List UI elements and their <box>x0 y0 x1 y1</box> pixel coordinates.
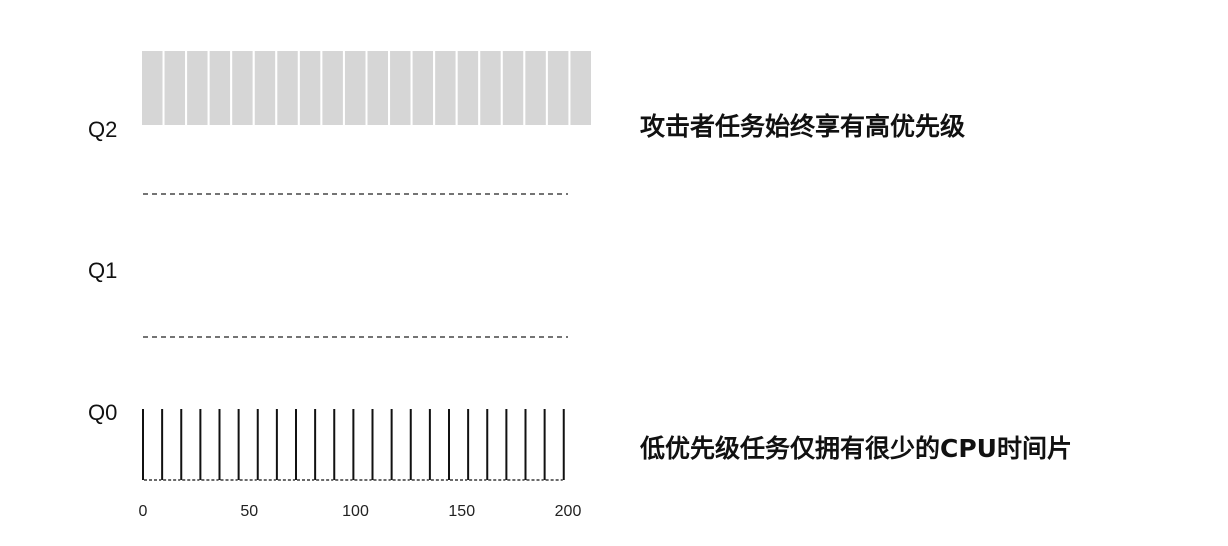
tick-label: 100 <box>342 503 369 520</box>
q2-slice <box>230 49 255 127</box>
q0-time-slices <box>142 409 565 481</box>
time-axis: 0 50 100 150 200 <box>139 503 582 520</box>
q2-slice <box>365 49 391 127</box>
q2-slice <box>320 49 345 127</box>
q2-slice <box>523 49 548 127</box>
q2-slice <box>455 49 481 127</box>
queue-label-q2: Q2 <box>88 117 117 142</box>
tick-label: 200 <box>555 503 582 520</box>
q2-slice <box>410 49 436 127</box>
q2-slice <box>252 49 278 127</box>
q2-slice <box>207 49 233 127</box>
attacker-annotation: 攻击者任务始终享有高优先级 <box>640 112 965 141</box>
q2-slice <box>342 49 368 127</box>
q2-slice <box>162 49 188 127</box>
queue-label-q0: Q0 <box>88 400 117 425</box>
q2-slice <box>140 49 165 127</box>
q2-slice <box>297 49 323 127</box>
q2-slice <box>545 49 571 127</box>
q2-slice <box>275 49 300 127</box>
q2-slice <box>388 49 413 127</box>
q2-slice <box>500 49 526 127</box>
q2-slice <box>433 49 458 127</box>
tick-label: 0 <box>139 503 148 520</box>
q2-slice <box>185 49 210 127</box>
low-priority-annotation: 低优先级任务仅拥有很少的CPU时间片 <box>639 434 1072 463</box>
queue-label-q1: Q1 <box>88 258 117 283</box>
tick-label: 150 <box>448 503 475 520</box>
q2-slice <box>568 49 594 127</box>
q2-time-slices <box>140 49 594 127</box>
tick-label: 50 <box>240 503 258 520</box>
q2-slice <box>478 49 503 127</box>
